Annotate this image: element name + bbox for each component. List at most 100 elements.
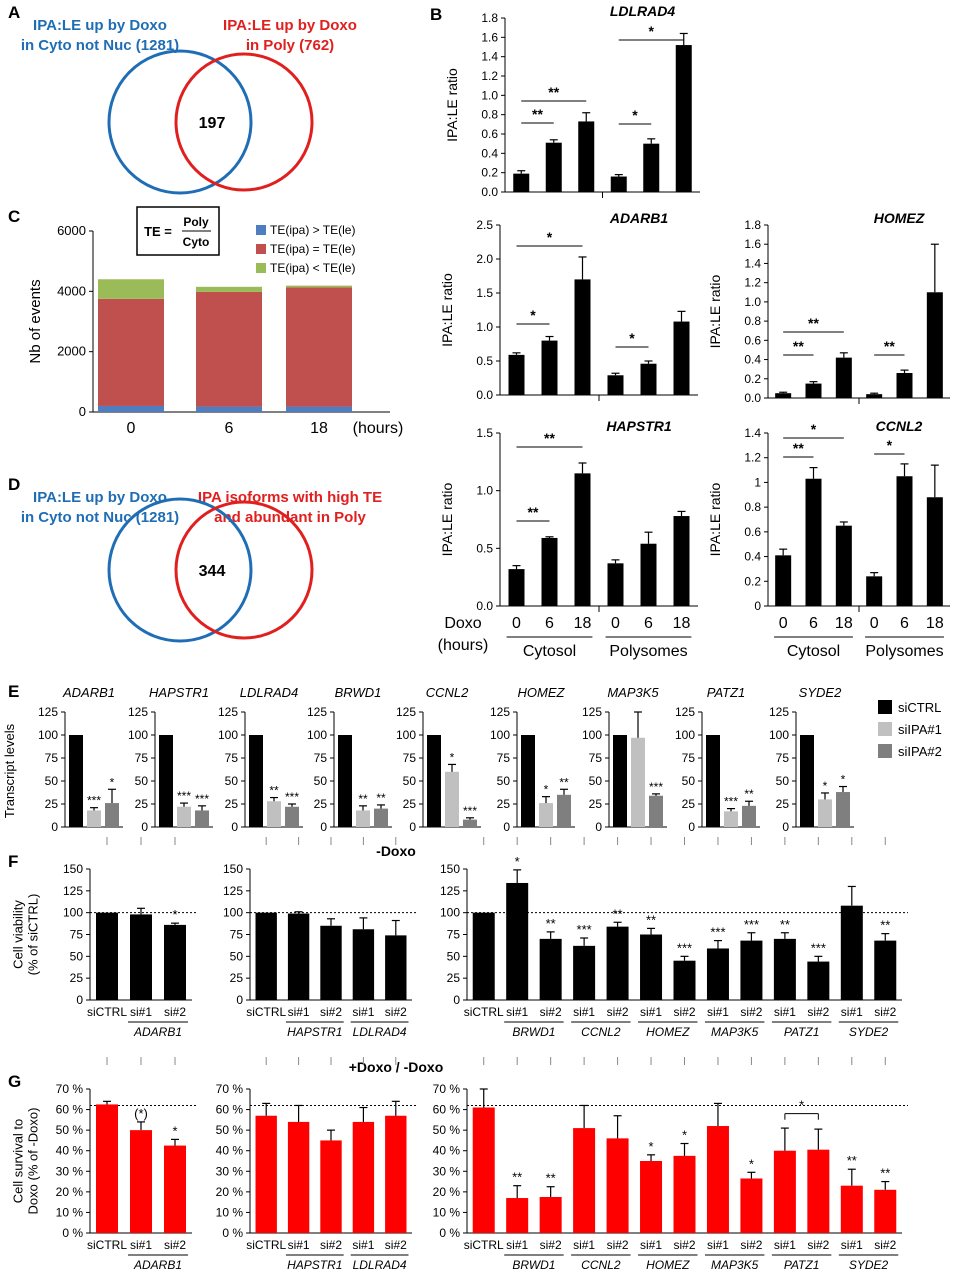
bar (320, 925, 342, 1000)
significance-label: ** (512, 1170, 522, 1185)
b-chart-tick-label: 0.8 (481, 108, 498, 122)
e-chart-tick-label: 100 (490, 728, 510, 742)
e-chart-tick-label: 25 (225, 797, 239, 811)
group-label: Polysomes (865, 643, 943, 660)
e-chart-tick-label: 0 (320, 820, 327, 834)
e-chart-tick-label: 25 (682, 797, 696, 811)
e-chart-tick-label: 100 (769, 728, 789, 742)
panel-letter: G (8, 1072, 21, 1091)
legend-swatch (878, 722, 892, 736)
e-chart-tick-label: 100 (675, 728, 695, 742)
fg-chart-tick-label: 100 (63, 906, 83, 920)
venn-overlap-count: 344 (199, 563, 226, 580)
e-chart-tick-label: 50 (314, 774, 328, 788)
x-tick-label: si#1 (640, 1005, 662, 1019)
fg-chart-tick-label: 70 % (216, 1082, 244, 1096)
gene-group-label: HOMEZ (646, 1025, 690, 1039)
x-tick-label: si#1 (707, 1238, 729, 1252)
x-tick-label: si#2 (320, 1238, 342, 1252)
y-axis-label: Cell survival to (11, 1119, 26, 1204)
stacked-segment (286, 285, 352, 288)
x-tick-label: 0 (870, 615, 879, 632)
e-chart-tick-label: 0 (688, 820, 695, 834)
x-tick-label: 0 (512, 615, 521, 632)
bar (255, 912, 277, 1000)
x-tick-label: si#1 (841, 1005, 863, 1019)
venn-left-label: in Cyto not Nuc (1281) (21, 509, 179, 526)
significance-label: *** (87, 794, 101, 808)
x-axis-unit: (hours) (353, 420, 404, 437)
x-tick-label: si#2 (673, 1005, 695, 1019)
x-tick-label: si#2 (874, 1238, 896, 1252)
y-axis-label: IPA:LE ratio (439, 482, 455, 556)
panel-letter: B (430, 5, 442, 24)
x-tick-label: si#1 (352, 1238, 374, 1252)
bar (177, 806, 191, 827)
formula-text: TE = (144, 224, 172, 239)
significance-label: ** (544, 430, 555, 446)
gene-group-label: MAP3K5 (711, 1258, 759, 1272)
bar (267, 801, 281, 827)
fg-chart-tick-label: 0 (453, 993, 460, 1007)
x-tick-label: 18 (673, 615, 691, 632)
significance-label: ** (532, 106, 543, 122)
e-chart-tick-label: 75 (497, 751, 511, 765)
fg-chart-tick-label: 0 % (62, 1226, 83, 1240)
e-chart-tick-label: 25 (776, 797, 790, 811)
bar (508, 354, 525, 395)
fg-chart-tick-label: 125 (440, 884, 460, 898)
gene-title: PATZ1 (707, 685, 746, 700)
c-chart-tick-label: 4000 (57, 283, 86, 298)
legend-label: siIPA#1 (898, 722, 942, 737)
significance-label: ** (613, 906, 623, 921)
y-axis-label: Doxo (% of -Doxo) (26, 1108, 41, 1215)
b-chart-tick-label: 0.8 (744, 314, 761, 328)
e-chart-tick-label: 75 (314, 751, 328, 765)
x-tick-label: si#1 (352, 1005, 374, 1019)
bar (385, 1115, 407, 1233)
significance-label: * (110, 775, 115, 789)
significance-label: * (887, 437, 893, 453)
e-chart-tick-label: 0 (141, 820, 148, 834)
venn-right-circle (174, 52, 314, 192)
fg-chart-tick-label: 30 % (216, 1164, 244, 1178)
b-chart-tick-label: 1 (754, 475, 761, 489)
bar (840, 1185, 863, 1233)
venn-overlap-count: 197 (199, 115, 226, 132)
bar (640, 934, 663, 1000)
e-chart-tick-label: 25 (135, 797, 149, 811)
bar (195, 810, 209, 827)
stacked-segment (286, 406, 352, 412)
b-chart-tick-label: 1.6 (744, 237, 761, 251)
bar (352, 929, 375, 1000)
significance-label: *** (463, 804, 477, 818)
significance-label: *** (577, 922, 592, 937)
bar (606, 926, 629, 1000)
significance-label: * (515, 854, 520, 869)
fg-chart-tick-label: 125 (63, 884, 83, 898)
b-chart-tick-label: 0.0 (481, 185, 498, 199)
e-chart-tick-label: 50 (403, 774, 417, 788)
b-chart-tick-label: 0.6 (744, 525, 761, 539)
fg-chart-tick-label: 10 % (56, 1205, 84, 1219)
significance-label: ** (548, 84, 559, 100)
bar (640, 543, 657, 606)
significance-label: ** (880, 1166, 890, 1181)
bar (573, 1128, 596, 1233)
x-tick-label: si#2 (673, 1238, 695, 1252)
venn-left-label: in Cyto not Nuc (1281) (21, 37, 179, 54)
fg-chart-tick-label: 0 % (222, 1226, 243, 1240)
significance-label: *** (285, 790, 299, 804)
stacked-segment (98, 405, 164, 412)
significance-label: * (649, 23, 655, 39)
x-tick-label: si#1 (506, 1238, 528, 1252)
e-chart-tick-label: 100 (38, 728, 58, 742)
bar (835, 357, 852, 398)
bar (463, 819, 477, 827)
e-chart-tick-label: 75 (589, 751, 603, 765)
significance-label: *** (677, 940, 692, 955)
e-chart-tick-label: 100 (128, 728, 148, 742)
fg-chart-tick-label: 40 % (433, 1144, 461, 1158)
x-tick-label: si#2 (385, 1238, 407, 1252)
x-tick-label: si#2 (607, 1005, 629, 1019)
